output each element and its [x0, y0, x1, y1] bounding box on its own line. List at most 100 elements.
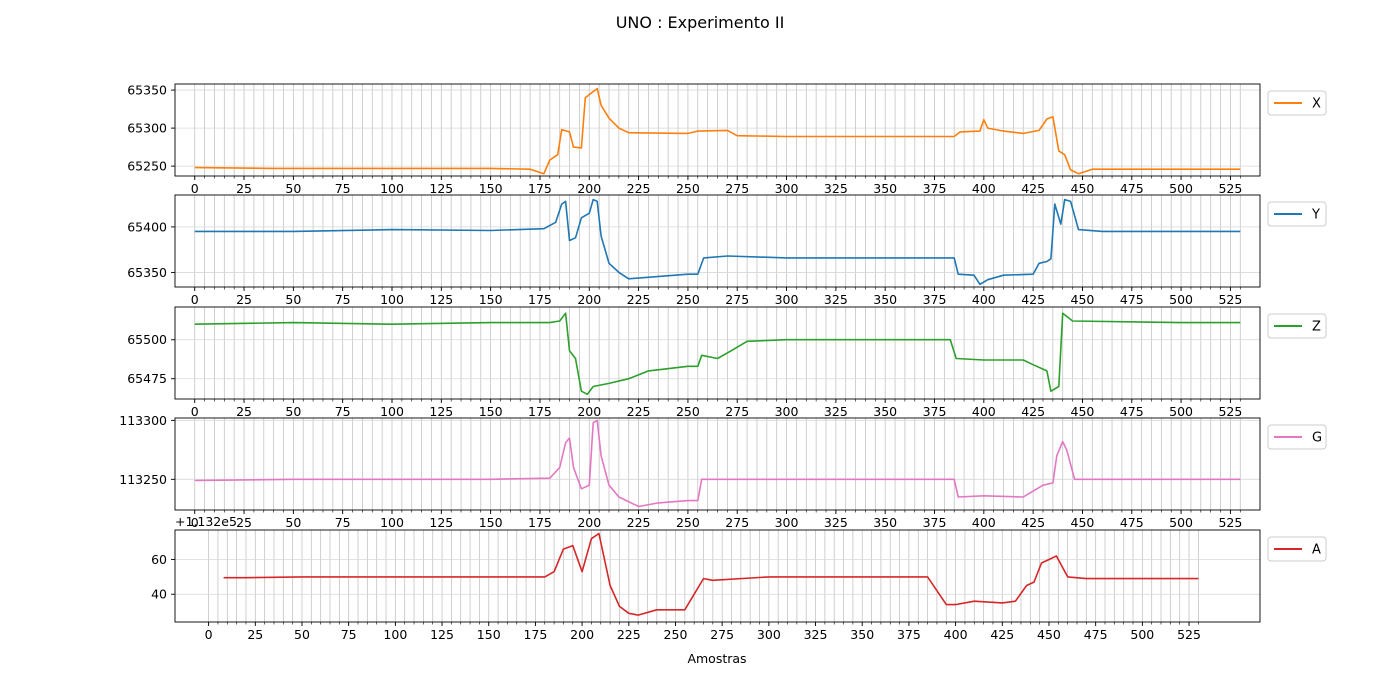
legend-label: A	[1312, 543, 1321, 558]
grid-lines	[175, 195, 1260, 287]
x-tick-label: 450	[1071, 515, 1095, 530]
y-tick-label: 113250	[119, 472, 167, 487]
x-tick-label: 125	[429, 181, 453, 196]
subplot-g: 0 25 50 75 100 125 150 175 200 225 250 275 300 325 350…	[119, 413, 1327, 530]
legend-label: Y	[1311, 208, 1320, 223]
x-tick-label: 100	[380, 181, 404, 196]
x-tick-label: 0	[191, 515, 199, 530]
x-tick-label: 325	[824, 292, 848, 307]
y-tick-label: 113300	[119, 413, 167, 428]
subplot-a: 0 25 50 75 100 125 150 175 200 225 250 275 300 325 350…	[151, 514, 1327, 642]
axes-frame	[174, 194, 1261, 288]
axes-frame	[174, 417, 1261, 511]
x-tick-label: 450	[1071, 292, 1095, 307]
x-tick-label: 150	[479, 515, 503, 530]
legend-label: G	[1312, 431, 1322, 446]
x-tick-label: 375	[923, 404, 947, 419]
x-tick-label: 350	[873, 515, 897, 530]
x-tick-label: 125	[430, 627, 454, 642]
x-tick-label: 375	[923, 292, 947, 307]
x-tick-label: 400	[972, 181, 996, 196]
y-tick-label: 65400	[127, 219, 167, 234]
x-tick-label: 500	[1169, 404, 1193, 419]
y-tick-label: 60	[151, 552, 167, 567]
x-tick-label: 375	[923, 515, 947, 530]
x-tick-label: 475	[1084, 627, 1108, 642]
x-tick-label: 125	[429, 515, 453, 530]
y-tick-label: 65350	[127, 83, 167, 98]
series-line-y	[194, 198, 1241, 286]
x-tick-label: 475	[1120, 292, 1144, 307]
x-tick-label: 175	[528, 292, 552, 307]
x-tick-label: 175	[523, 627, 547, 642]
x-tick-label: 200	[577, 292, 601, 307]
x-tick-label: 250	[676, 404, 700, 419]
x-tick-label: 250	[676, 181, 700, 196]
x-tick-label: 0	[191, 292, 199, 307]
x-tick-label: 275	[725, 515, 749, 530]
x-tick-label: 150	[479, 404, 503, 419]
x-tick-label: 50	[285, 181, 301, 196]
x-tick-label: 100	[380, 515, 404, 530]
x-tick-label: 525	[1177, 627, 1201, 642]
x-tick-label: 25	[236, 181, 252, 196]
x-tick-label: 200	[577, 181, 601, 196]
x-tick-label: 275	[725, 292, 749, 307]
x-tick-label: 25	[247, 627, 263, 642]
x-tick-label: 75	[335, 181, 351, 196]
x-tick-label: 500	[1169, 181, 1193, 196]
y-tick-label: 65300	[127, 121, 167, 136]
axes-frame	[174, 529, 1261, 623]
x-tick-label: 75	[335, 404, 351, 419]
x-tick-label: 475	[1120, 515, 1144, 530]
x-tick-label: 200	[570, 627, 594, 642]
x-tick-label: 250	[676, 292, 700, 307]
x-tick-label: 325	[824, 404, 848, 419]
x-tick-label: 225	[627, 181, 651, 196]
x-tick-label: 300	[757, 627, 781, 642]
grid-lines	[175, 84, 1260, 176]
x-tick-label: 225	[617, 627, 641, 642]
x-tick-label: 350	[873, 292, 897, 307]
x-tick-label: 400	[944, 627, 968, 642]
y-tick-label: 40	[151, 587, 167, 602]
x-tick-label: 300	[775, 181, 799, 196]
x-tick-label: 425	[1021, 292, 1045, 307]
y-tick-label: 65350	[127, 265, 167, 280]
x-tick-label: 100	[380, 292, 404, 307]
x-tick-label: 425	[1021, 515, 1045, 530]
x-tick-label: 0	[191, 404, 199, 419]
x-tick-label: 225	[627, 515, 651, 530]
legend-a: A	[1267, 536, 1327, 562]
axes-frame	[174, 83, 1261, 177]
y-tick-label: 65250	[127, 159, 167, 174]
x-tick-label: 175	[528, 404, 552, 419]
x-tick-label: 300	[775, 292, 799, 307]
x-tick-label: 350	[850, 627, 874, 642]
chart-title: UNO : Experimento II	[616, 13, 785, 32]
legend-x: X	[1267, 90, 1327, 116]
x-tick-label: 50	[285, 292, 301, 307]
x-tick-label: 450	[1037, 627, 1061, 642]
x-tick-label: 400	[972, 404, 996, 419]
x-tick-label: 0	[191, 181, 199, 196]
x-tick-label: 350	[873, 181, 897, 196]
x-tick-label: 50	[285, 404, 301, 419]
x-tick-label: 400	[972, 292, 996, 307]
subplot-y: 0 25 50 75 100 125 150 175 200 225 250 275 300 325 350…	[127, 194, 1327, 307]
legend-label: X	[1312, 97, 1321, 112]
x-tick-label: 500	[1130, 627, 1154, 642]
x-tick-label: 25	[236, 404, 252, 419]
x-tick-label: 525	[1218, 292, 1242, 307]
x-tick-label: 475	[1120, 181, 1144, 196]
x-tick-label: 125	[429, 404, 453, 419]
y-tick-label: 65475	[127, 371, 167, 386]
x-tick-label: 25	[236, 515, 252, 530]
x-tick-label: 475	[1120, 404, 1144, 419]
legend-z: Z	[1267, 313, 1327, 339]
x-tick-label: 225	[627, 292, 651, 307]
x-tick-label: 325	[824, 515, 848, 530]
plot-area	[175, 530, 1260, 622]
y-offset-label: +1.132e5	[175, 514, 237, 529]
